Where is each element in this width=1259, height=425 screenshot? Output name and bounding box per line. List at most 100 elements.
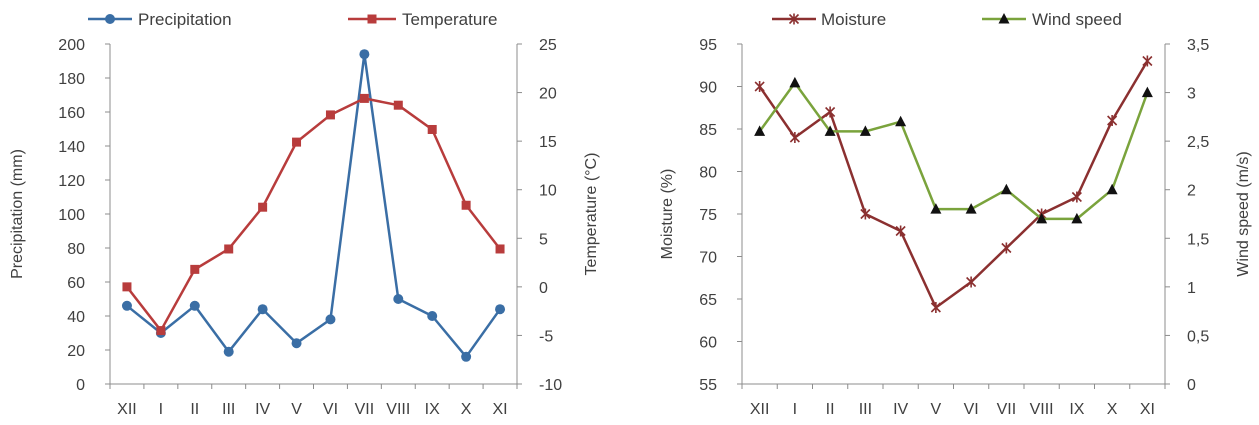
moisture-legend-label: Moisture bbox=[821, 10, 886, 29]
x-tick-label: VIII bbox=[386, 401, 410, 418]
x-tick-label: VI bbox=[964, 401, 979, 418]
x-tick-label: VI bbox=[323, 401, 338, 418]
moisture-legend-marker bbox=[788, 13, 800, 25]
moisture-series-line bbox=[758, 60, 1149, 309]
y-tick-label: 20 bbox=[67, 343, 85, 360]
wind-speed-point bbox=[895, 115, 907, 127]
moisture-point bbox=[1001, 242, 1012, 254]
precipitation-point bbox=[461, 351, 472, 362]
precipitation-point bbox=[189, 300, 200, 311]
x-tick-label: V bbox=[931, 401, 942, 418]
wind-speed-point bbox=[965, 203, 977, 214]
moisture-point bbox=[895, 225, 906, 237]
y-tick-label: 95 bbox=[699, 37, 717, 54]
wind-speed-point bbox=[824, 125, 836, 136]
precipitation-point bbox=[325, 314, 336, 325]
y2-tick-label: -5 bbox=[539, 328, 553, 345]
wind-speed-series-line bbox=[758, 81, 1149, 221]
temperature-point bbox=[427, 124, 437, 134]
y2-tick-label: -10 bbox=[539, 377, 562, 394]
wind-speed-point bbox=[1106, 183, 1118, 195]
temperature-point bbox=[292, 137, 302, 147]
x-tick-label: IV bbox=[255, 401, 270, 418]
moisture-point bbox=[789, 132, 800, 143]
y2-tick-label: 0,5 bbox=[1187, 328, 1209, 345]
y-tick-label: 60 bbox=[699, 335, 717, 352]
y2-tick-label: 25 bbox=[539, 37, 557, 54]
temperature-series-line bbox=[125, 97, 502, 332]
y-tick-label: 100 bbox=[58, 207, 85, 224]
moisture-point bbox=[825, 106, 836, 118]
x-tick-label: IX bbox=[425, 401, 440, 418]
temperature-point bbox=[122, 282, 132, 292]
x-tick-label: II bbox=[826, 401, 835, 418]
moisture-point bbox=[860, 208, 871, 220]
y-tick-label: 70 bbox=[699, 250, 717, 267]
precipitation-point bbox=[393, 294, 404, 304]
temperature-legend-marker bbox=[367, 14, 377, 24]
y-tick-label: 55 bbox=[699, 377, 717, 394]
precipitation-point bbox=[223, 346, 234, 357]
temperature-point bbox=[325, 110, 335, 120]
x-tick-label: VII bbox=[997, 401, 1017, 418]
x-tick-label: IV bbox=[893, 401, 908, 418]
precipitation-legend-label: Precipitation bbox=[138, 10, 232, 29]
wind-speed-point bbox=[789, 76, 801, 88]
x-tick-label: II bbox=[190, 401, 199, 418]
y2-tick-label: 1 bbox=[1187, 280, 1196, 297]
precipitation-point bbox=[291, 338, 302, 349]
y2-tick-label: 3 bbox=[1187, 86, 1196, 103]
temperature-point bbox=[359, 93, 369, 103]
x-tick-label: III bbox=[222, 401, 235, 418]
temperature-point bbox=[156, 326, 166, 336]
temperature-point bbox=[393, 100, 403, 110]
precipitation-legend-marker bbox=[105, 14, 115, 24]
wind-speed-point bbox=[1141, 86, 1153, 98]
precipitation-point bbox=[257, 304, 268, 315]
y-tick-label: 200 bbox=[58, 37, 85, 54]
x-tick-label: XII bbox=[117, 401, 137, 418]
temperature-point bbox=[495, 244, 505, 254]
y-tick-label: 75 bbox=[699, 207, 717, 224]
precipitation-point bbox=[359, 49, 370, 60]
temperature-point bbox=[461, 200, 471, 210]
moisture-point bbox=[1071, 191, 1082, 203]
y2-tick-label: 0 bbox=[539, 280, 548, 297]
y-tick-label: 90 bbox=[699, 80, 717, 97]
precipitation-point bbox=[495, 304, 506, 315]
y2-tick-label: 2,5 bbox=[1187, 134, 1209, 151]
y-tick-label: 140 bbox=[58, 139, 85, 156]
y2-tick-label: 3,5 bbox=[1187, 37, 1209, 54]
precipitation-point bbox=[121, 300, 132, 311]
x-tick-label: I bbox=[793, 401, 797, 418]
wind-speed-point bbox=[1071, 212, 1083, 224]
wind-speed-legend-marker bbox=[998, 13, 1010, 24]
x-tick-label: V bbox=[291, 401, 302, 418]
temperature-point bbox=[258, 202, 268, 212]
y-tick-label: 160 bbox=[58, 105, 85, 122]
x-tick-label: VIII bbox=[1030, 401, 1054, 418]
temperature-legend-label: Temperature bbox=[402, 10, 497, 29]
x-tick-label: I bbox=[159, 401, 163, 418]
y2-tick-label: 20 bbox=[539, 86, 557, 103]
precipitation-temperature-chart: 0 20 40 60 80 100 120 140 160 180 200 -10 -5 0 5 10 15 20… bbox=[9, 10, 600, 418]
y2-tick-label: 10 bbox=[539, 183, 557, 200]
y-tick-label: 40 bbox=[67, 309, 85, 326]
y-tick-label: 0 bbox=[76, 377, 85, 394]
x-tick-label: IX bbox=[1069, 401, 1084, 418]
y-tick-label: 65 bbox=[699, 292, 717, 309]
y2-axis-title: Temperature (°C) bbox=[583, 153, 600, 276]
y-tick-label: 120 bbox=[58, 173, 85, 190]
precipitation-series-line bbox=[126, 52, 502, 359]
y-tick-label: 60 bbox=[67, 275, 85, 292]
moisture-point bbox=[930, 302, 941, 313]
temperature-point bbox=[190, 264, 200, 274]
x-tick-label: X bbox=[1107, 401, 1118, 418]
y2-tick-label: 0 bbox=[1187, 377, 1196, 394]
x-tick-label: XII bbox=[750, 401, 770, 418]
y-tick-label: 80 bbox=[67, 241, 85, 258]
y-tick-label: 180 bbox=[58, 71, 85, 88]
precipitation-point bbox=[427, 311, 438, 321]
